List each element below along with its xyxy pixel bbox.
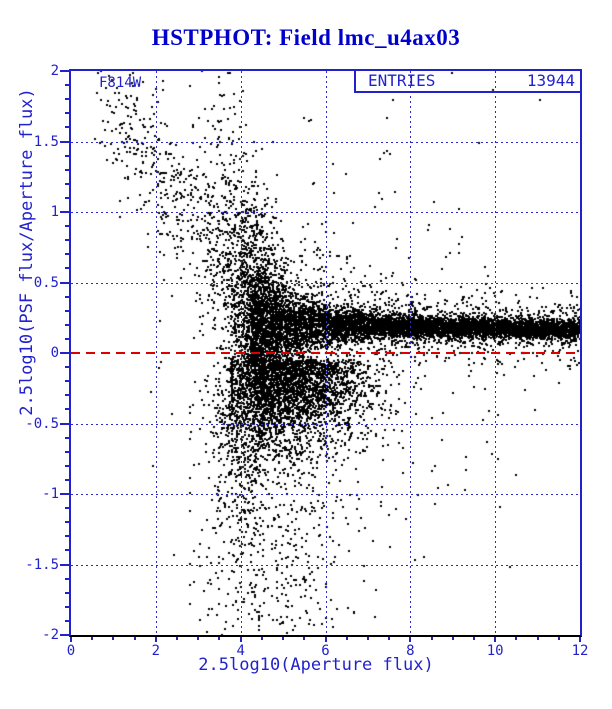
y-minor-tick — [65, 267, 69, 270]
x-minor-tick — [557, 637, 560, 640]
y-minor-tick — [65, 323, 69, 326]
y-minor-tick — [65, 535, 69, 538]
y-major-tick — [60, 70, 69, 72]
y-minor-tick — [65, 112, 69, 115]
y-major-tick — [60, 352, 69, 354]
y-minor-tick — [65, 436, 69, 439]
x-major-tick — [324, 637, 327, 642]
x-minor-tick — [515, 637, 518, 640]
stats-box: ENTRIES 13944 — [354, 69, 582, 93]
horizontal-gridline — [71, 141, 580, 143]
y-minor-tick — [65, 450, 69, 453]
y-minor-tick — [65, 182, 69, 185]
y-tick-label: -1.5 — [25, 556, 59, 573]
x-minor-tick — [133, 637, 136, 640]
x-tick-label: 8 — [406, 643, 415, 659]
y-tick-label: -1 — [42, 486, 59, 502]
y-minor-tick — [65, 464, 69, 467]
stats-box-value: 13944 — [526, 71, 575, 90]
x-minor-tick — [345, 637, 348, 640]
y-minor-tick — [65, 239, 69, 242]
y-tick-label: -2 — [42, 627, 59, 643]
zero-reference-line — [71, 352, 580, 354]
y-minor-tick — [65, 295, 69, 298]
y-minor-tick — [65, 549, 69, 552]
x-major-tick — [409, 637, 412, 642]
y-major-tick — [60, 563, 69, 566]
y-minor-tick — [65, 225, 69, 228]
y-tick-label: 1 — [50, 204, 59, 220]
y-major-tick — [60, 422, 69, 425]
x-minor-tick — [218, 637, 221, 640]
y-minor-tick — [65, 98, 69, 101]
y-tick-label: 2 — [50, 63, 59, 79]
x-minor-tick — [260, 637, 263, 640]
y-axis-title: 2.5log10(PSF flux/Aperture flux) — [17, 88, 37, 416]
x-tick-label: 0 — [66, 643, 76, 659]
y-minor-tick — [65, 408, 69, 411]
horizontal-gridline — [71, 212, 580, 213]
x-minor-tick — [176, 637, 179, 640]
horizontal-gridline — [71, 282, 580, 284]
horizontal-gridline — [71, 494, 580, 495]
y-minor-tick — [65, 126, 69, 129]
x-minor-tick — [112, 637, 115, 640]
y-minor-tick — [65, 84, 69, 87]
y-minor-tick — [65, 380, 69, 383]
y-minor-tick — [65, 196, 69, 199]
y-tick-label: 0.5 — [33, 274, 59, 291]
y-minor-tick — [65, 507, 69, 510]
y-minor-tick — [65, 394, 69, 397]
y-minor-tick — [65, 619, 69, 622]
y-minor-tick — [65, 154, 69, 157]
x-major-tick — [579, 637, 581, 642]
y-minor-tick — [65, 168, 69, 171]
y-minor-tick — [65, 605, 69, 608]
x-minor-tick — [451, 637, 454, 640]
x-major-tick — [70, 637, 72, 642]
x-minor-tick — [472, 637, 475, 640]
stats-box-label: ENTRIES — [368, 71, 436, 90]
x-minor-tick — [536, 637, 539, 640]
y-minor-tick — [65, 521, 69, 524]
y-major-tick — [60, 140, 69, 143]
y-minor-tick — [65, 478, 69, 481]
y-tick-label: -0.5 — [25, 415, 59, 432]
x-major-tick — [239, 637, 242, 642]
x-axis-title: 2.5log10(Aperture flux) — [198, 655, 434, 675]
y-minor-tick — [65, 309, 69, 312]
chart-title: HSTPHOT: Field lmc_u4ax03 — [151, 25, 461, 50]
x-tick-label: 6 — [321, 643, 330, 659]
plot-frame: 2.5log10(Aperture flux) ENTRIES 13944 F8… — [25, 63, 588, 675]
x-minor-tick — [303, 637, 306, 640]
x-tick-label: 10 — [486, 643, 504, 659]
x-tick-label: 4 — [236, 643, 245, 659]
y-minor-tick — [65, 577, 69, 580]
horizontal-gridline — [71, 564, 580, 566]
x-minor-tick — [366, 637, 369, 640]
y-minor-tick — [65, 591, 69, 594]
x-tick-label: 12 — [571, 643, 589, 659]
x-minor-tick — [430, 637, 433, 640]
horizontal-gridline — [71, 423, 580, 425]
y-major-tick — [60, 634, 69, 636]
y-minor-tick — [65, 253, 69, 256]
filter-name-label: F814W — [99, 75, 142, 91]
x-tick-label: 2 — [151, 643, 161, 659]
x-minor-tick — [197, 637, 200, 640]
x-minor-tick — [282, 637, 285, 640]
x-major-tick — [494, 637, 497, 642]
y-minor-tick — [65, 366, 69, 369]
x-major-tick — [154, 637, 157, 642]
y-major-tick — [60, 493, 69, 495]
y-tick-label: 1.5 — [33, 133, 59, 150]
y-major-tick — [60, 211, 69, 213]
y-minor-tick — [65, 337, 69, 340]
y-tick-label: 0 — [50, 345, 59, 361]
y-major-tick — [60, 281, 69, 284]
x-minor-tick — [91, 637, 94, 640]
x-minor-tick — [388, 637, 391, 640]
